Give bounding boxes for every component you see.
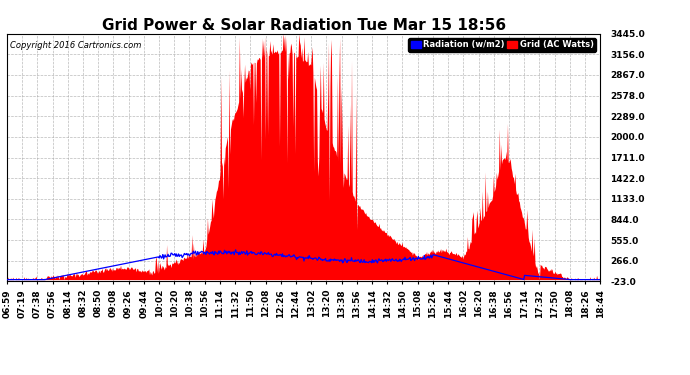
Text: Copyright 2016 Cartronics.com: Copyright 2016 Cartronics.com [10,41,141,50]
Title: Grid Power & Solar Radiation Tue Mar 15 18:56: Grid Power & Solar Radiation Tue Mar 15 … [101,18,506,33]
Legend: Radiation (w/m2), Grid (AC Watts): Radiation (w/m2), Grid (AC Watts) [408,38,596,52]
